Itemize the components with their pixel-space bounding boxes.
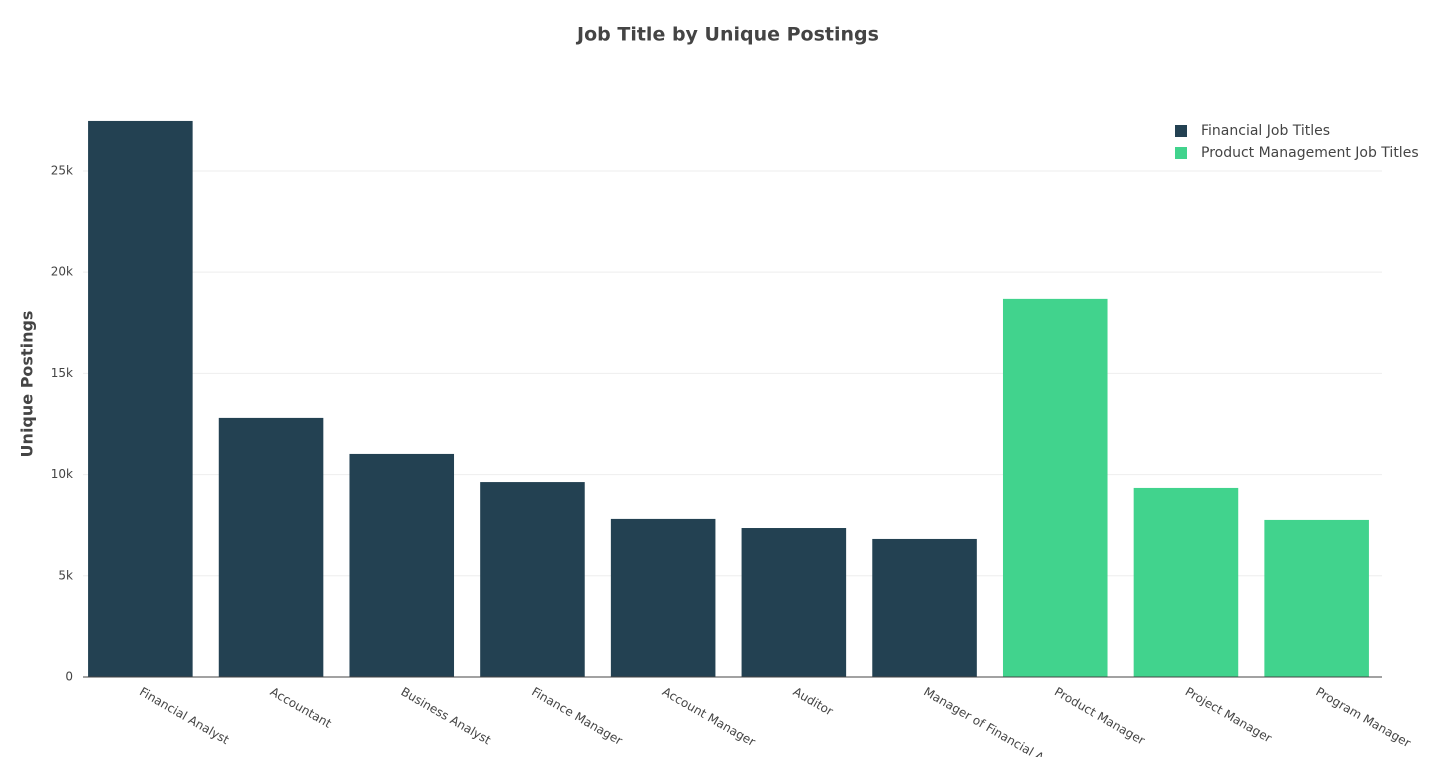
bar bbox=[741, 528, 847, 677]
bar bbox=[349, 453, 455, 677]
y-tick-label: 0 bbox=[65, 670, 73, 684]
legend-swatch bbox=[1175, 125, 1187, 137]
x-tick-label: Financial Analyst bbox=[137, 685, 232, 748]
legend-label: Financial Job Titles bbox=[1201, 123, 1330, 139]
y-tick-label: 5k bbox=[58, 568, 73, 582]
bar bbox=[480, 482, 585, 677]
y-tick-label: 25k bbox=[51, 163, 73, 177]
x-tick-label: Product Manager bbox=[1052, 685, 1147, 748]
bar bbox=[1133, 487, 1239, 677]
legend-swatch bbox=[1175, 147, 1187, 159]
bar bbox=[218, 417, 324, 677]
y-tick-label: 20k bbox=[51, 265, 73, 279]
y-tick-label: 10k bbox=[51, 467, 73, 481]
x-tick-label: Finance Manager bbox=[529, 685, 625, 748]
bar bbox=[1002, 298, 1108, 677]
bar bbox=[610, 518, 716, 677]
x-tick-label: Accountant bbox=[268, 685, 334, 731]
y-axis-title: Unique Postings bbox=[18, 311, 37, 458]
x-tick-label: Program Manager bbox=[1313, 685, 1413, 751]
x-tick-label: Business Analyst bbox=[399, 685, 494, 748]
y-tick-label: 15k bbox=[51, 366, 73, 380]
bar bbox=[88, 120, 193, 678]
chart-title: Job Title by Unique Postings bbox=[575, 24, 879, 46]
legend-label: Product Management Job Titles bbox=[1201, 145, 1419, 161]
x-tick-label: Auditor bbox=[791, 685, 836, 719]
x-tick-label: Manager of Financial Anal bbox=[921, 685, 1062, 757]
x-tick-label: Account Manager bbox=[660, 685, 758, 750]
x-tick-label: Project Manager bbox=[1183, 685, 1274, 746]
bar bbox=[872, 538, 977, 677]
bar bbox=[1264, 519, 1369, 677]
